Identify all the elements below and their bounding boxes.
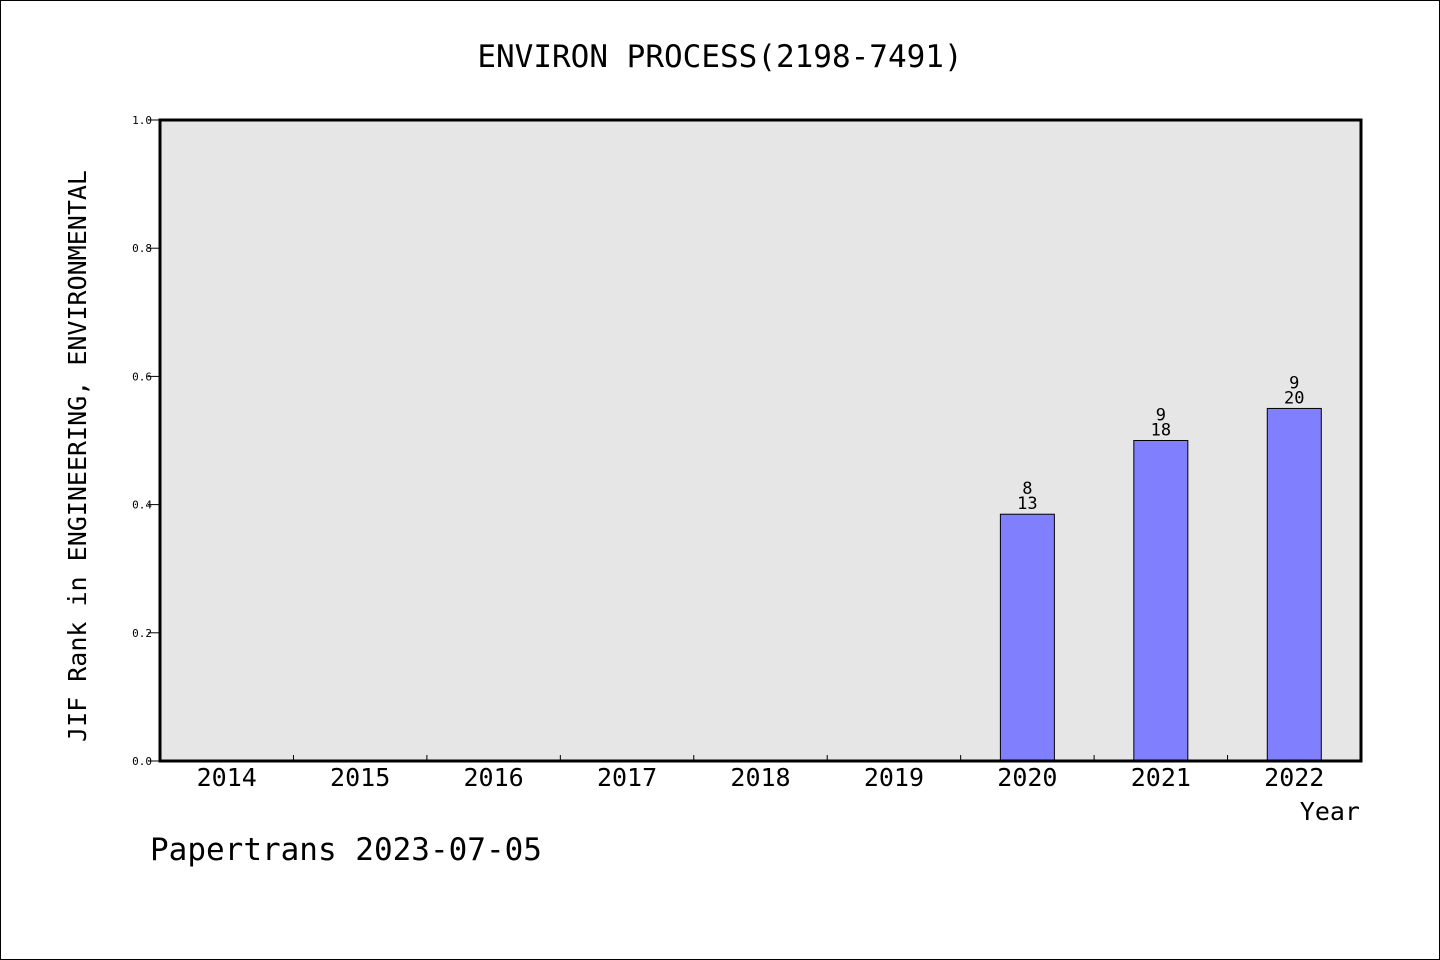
- y-tick-label: 0.2: [132, 627, 152, 640]
- y-axis: 0.0 0.2 0.4 0.6 0.8 1.0: [132, 114, 160, 768]
- x-tick-label: 2020: [997, 763, 1057, 792]
- x-axis: 2014 2015 2016 2017 2018 2019 2020 2021 2022: [197, 755, 1324, 792]
- bar-2020: [999, 513, 1055, 762]
- y-tick-label: 0.0: [132, 755, 152, 768]
- bar-total-label: 18: [1151, 421, 1171, 441]
- bar-rank-label: 9: [1289, 373, 1299, 393]
- bar-2022: [1266, 407, 1322, 762]
- x-tick-label: 2017: [597, 763, 657, 792]
- y-tick-label: 0.6: [132, 370, 152, 383]
- y-tick-label: 0.4: [132, 499, 152, 512]
- y-axis-label: JIF Rank in ENGINEERING, ENVIRONMENTAL: [63, 170, 92, 742]
- plot-border: [158, 118, 1363, 763]
- bar-2021: [1133, 440, 1189, 762]
- y-tick-label: 0.8: [132, 242, 152, 255]
- x-tick-label: 2022: [1264, 763, 1324, 792]
- x-tick-label: 2019: [864, 763, 924, 792]
- x-tick-label: 2018: [730, 763, 790, 792]
- x-axis-label: Year: [1300, 797, 1360, 826]
- x-tick-label: 2015: [330, 763, 390, 792]
- bar-rank-label: 9: [1156, 406, 1166, 426]
- x-tick-label: 2016: [464, 763, 524, 792]
- x-tick-label: 2021: [1131, 763, 1191, 792]
- bar-total-label: 13: [1017, 494, 1037, 514]
- footer-credit: Papertrans 2023-07-05: [150, 832, 542, 868]
- y-tick-label: 1.0: [132, 114, 152, 127]
- x-tick-label: 2014: [197, 763, 257, 792]
- bar-rank-label: 8: [1022, 479, 1032, 499]
- chart-title: ENVIRON PROCESS(2198-7491): [477, 39, 962, 75]
- bar-total-label: 20: [1284, 388, 1304, 408]
